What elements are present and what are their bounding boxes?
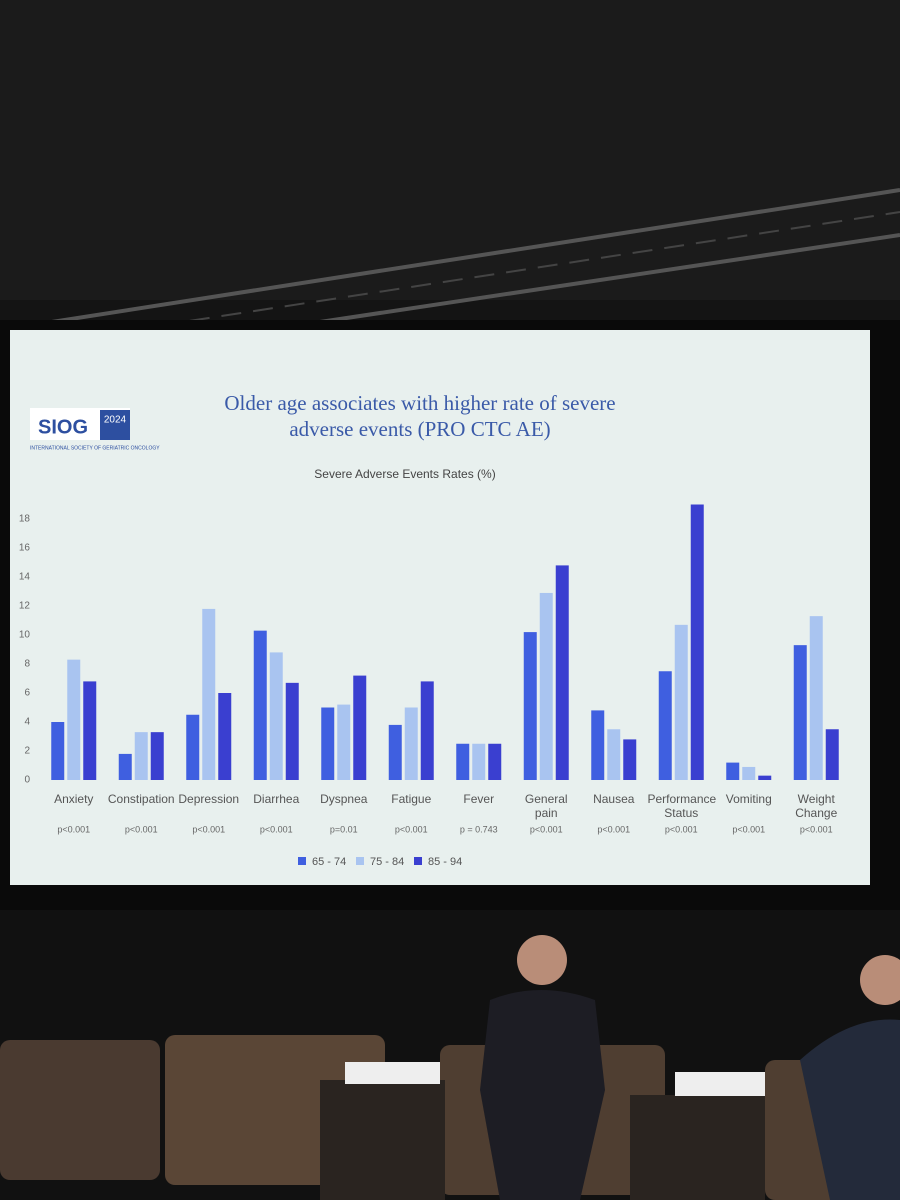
chart-title: Older age associates with higher rate of… — [224, 391, 616, 441]
p-value: p<0.001 — [260, 824, 293, 834]
bar — [488, 743, 502, 780]
truss-brace — [0, 211, 900, 351]
bar — [793, 645, 807, 780]
bar — [321, 707, 335, 780]
x-tick-label: General pain — [524, 792, 568, 820]
p-value: p<0.001 — [800, 824, 833, 834]
p-value: p=0.01 — [330, 824, 358, 834]
bar — [388, 724, 402, 780]
legend-swatch — [414, 857, 422, 865]
bar — [623, 739, 637, 780]
p-value: p<0.001 — [732, 824, 765, 834]
x-tick-label: Fatigue — [391, 792, 432, 806]
logo-year: 2024 — [104, 415, 127, 426]
slide — [10, 330, 870, 885]
bar — [150, 732, 164, 780]
x-tick-label: Depression — [178, 792, 240, 806]
bar — [404, 707, 418, 780]
y-tick-label: 0 — [24, 775, 30, 786]
y-tick-label: 2 — [24, 746, 30, 757]
legend-swatch — [356, 857, 364, 865]
x-tick-label: Anxiety — [54, 792, 94, 806]
bar — [269, 652, 283, 780]
bar — [118, 753, 132, 780]
x-tick-label: Diarrhea — [253, 792, 300, 806]
bar — [253, 630, 267, 780]
table — [320, 1080, 445, 1200]
p-value: p<0.001 — [57, 824, 90, 834]
bar — [674, 624, 688, 780]
p-value: p<0.001 — [395, 824, 428, 834]
bar — [420, 681, 434, 780]
p-value: p<0.001 — [192, 824, 225, 834]
bar — [456, 743, 470, 780]
y-tick-label: 10 — [19, 630, 31, 641]
bar — [472, 743, 486, 780]
ceiling — [0, 0, 900, 300]
x-tick-label: Performance Status — [647, 792, 717, 820]
bar — [67, 659, 81, 780]
y-tick-label: 8 — [24, 659, 30, 670]
chair — [0, 1040, 160, 1180]
logo-society: INTERNATIONAL SOCIETY OF GERIATRIC ONCOL… — [30, 445, 160, 451]
legend-label: 75 - 84 — [370, 856, 404, 868]
bar — [742, 766, 756, 780]
x-tick-label: Fever — [463, 792, 495, 806]
legend-swatch — [298, 857, 306, 865]
name-card — [675, 1072, 765, 1096]
y-tick-label: 16 — [19, 543, 31, 554]
y-tick-label: 12 — [19, 601, 31, 612]
y-tick-label: 14 — [19, 572, 31, 583]
bar — [337, 704, 351, 780]
bar — [539, 592, 553, 780]
bar — [51, 722, 65, 780]
bar — [134, 732, 148, 780]
bar — [607, 729, 621, 780]
bar — [83, 681, 97, 780]
y-tick-label: 4 — [24, 717, 30, 728]
bar — [523, 632, 537, 780]
chart-subtitle: Severe Adverse Events Rates (%) — [314, 467, 495, 481]
y-tick-label: 6 — [24, 688, 30, 699]
bar — [758, 775, 772, 780]
person-head — [860, 955, 900, 1005]
person — [480, 990, 605, 1200]
logo-year-box — [100, 410, 130, 440]
bar — [202, 608, 216, 780]
p-value: p<0.001 — [125, 824, 158, 834]
y-tick-label: 18 — [19, 514, 31, 525]
bar — [591, 710, 605, 780]
person-head — [517, 935, 567, 985]
bar — [690, 504, 704, 780]
p-value: p<0.001 — [665, 824, 698, 834]
x-tick-label: Weight Change — [795, 792, 838, 820]
x-tick-label: Dyspnea — [320, 792, 368, 806]
p-value: p<0.001 — [597, 824, 630, 834]
x-tick-label: Vomiting — [725, 792, 772, 806]
logo-name: SIOG — [38, 416, 88, 438]
title-box: Older age associates with higher rate of… — [224, 391, 616, 441]
bar — [285, 682, 299, 780]
bar — [658, 671, 672, 780]
p-value: p = 0.743 — [460, 824, 498, 834]
bar — [186, 714, 200, 780]
legend-label: 85 - 94 — [428, 856, 462, 868]
bar — [825, 729, 839, 780]
bar — [809, 616, 823, 780]
person — [800, 1019, 900, 1200]
bar — [353, 675, 367, 780]
table — [630, 1095, 765, 1200]
legend-label: 65 - 74 — [312, 856, 346, 868]
bar — [726, 762, 740, 780]
bar — [555, 565, 569, 780]
x-tick-label: Constipation — [107, 792, 175, 806]
bar — [218, 693, 232, 780]
p-value: p<0.001 — [530, 824, 563, 834]
x-tick-label: Nausea — [593, 792, 635, 806]
name-card — [345, 1062, 440, 1084]
